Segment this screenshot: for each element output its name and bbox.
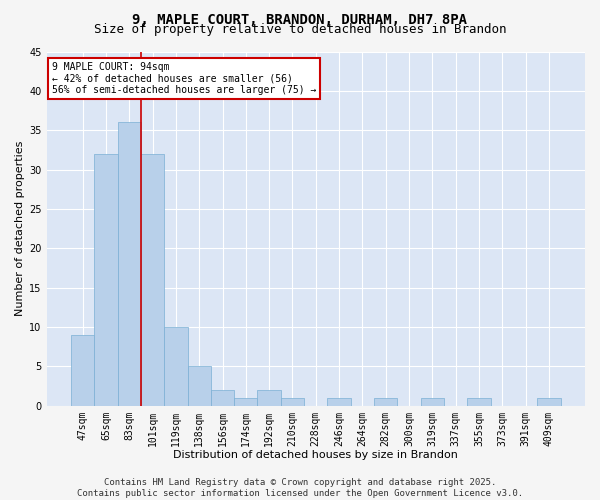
Text: Size of property relative to detached houses in Brandon: Size of property relative to detached ho… <box>94 22 506 36</box>
Bar <box>328 398 351 406</box>
Bar <box>94 154 118 406</box>
Bar <box>281 398 304 406</box>
Bar <box>421 398 444 406</box>
Bar <box>537 398 560 406</box>
Text: Contains HM Land Registry data © Crown copyright and database right 2025.
Contai: Contains HM Land Registry data © Crown c… <box>77 478 523 498</box>
Bar <box>234 398 257 406</box>
Bar <box>118 122 141 406</box>
Bar <box>257 390 281 406</box>
Bar <box>141 154 164 406</box>
Text: 9 MAPLE COURT: 94sqm
← 42% of detached houses are smaller (56)
56% of semi-detac: 9 MAPLE COURT: 94sqm ← 42% of detached h… <box>52 62 316 96</box>
X-axis label: Distribution of detached houses by size in Brandon: Distribution of detached houses by size … <box>173 450 458 460</box>
Bar <box>164 327 188 406</box>
Text: 9, MAPLE COURT, BRANDON, DURHAM, DH7 8PA: 9, MAPLE COURT, BRANDON, DURHAM, DH7 8PA <box>133 12 467 26</box>
Y-axis label: Number of detached properties: Number of detached properties <box>15 141 25 316</box>
Bar <box>467 398 491 406</box>
Bar <box>211 390 234 406</box>
Bar <box>71 335 94 406</box>
Bar <box>374 398 397 406</box>
Bar <box>188 366 211 406</box>
